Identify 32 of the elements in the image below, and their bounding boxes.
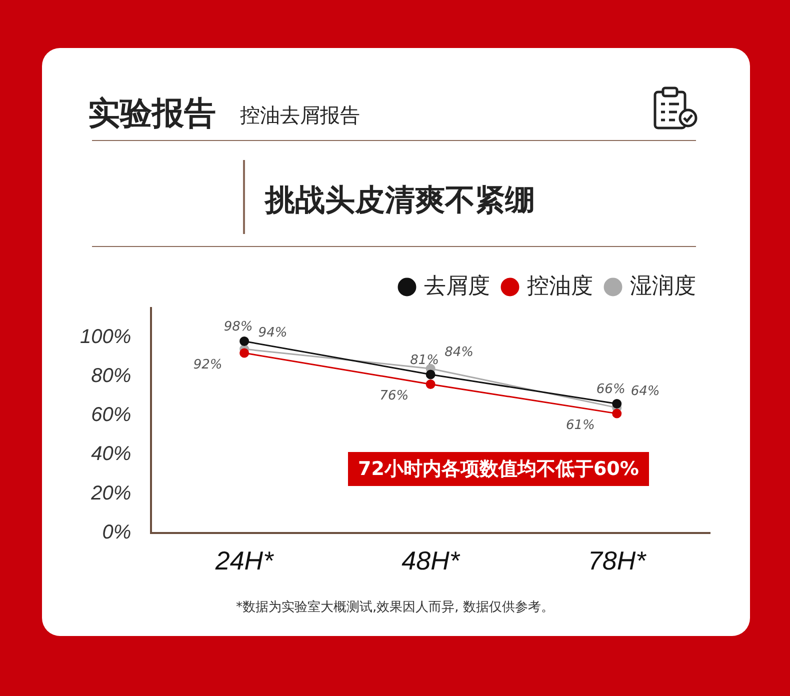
x-tick-label: 24H* (214, 546, 274, 576)
text: 挑战头皮清爽不紧绷 (265, 182, 535, 220)
text: *数据为实验室大概测试,效果因人而异, 数据仅供参考。 (235, 599, 555, 616)
legend-label: 去屑度 (424, 273, 490, 298)
data-label: 81% (410, 352, 440, 368)
point (612, 408, 622, 418)
point (426, 370, 436, 380)
point (240, 336, 250, 346)
data-label: 76% (380, 388, 409, 404)
data-label: 61% (566, 418, 595, 433)
data-label: 94% (258, 325, 288, 340)
y-tick-label: 100% (80, 326, 132, 348)
chart-subtitle: 控油去屑报告 (240, 102, 360, 129)
annotation: 72小时内各项数值均不低于60% (348, 452, 649, 486)
x-tick-label: 78H* (588, 546, 647, 576)
point (426, 379, 436, 389)
data-label: 66% (596, 382, 626, 398)
chart-title: 实验报告 (88, 93, 216, 134)
point (612, 399, 622, 409)
point (240, 348, 250, 358)
x-tick-label: 48H* (402, 546, 460, 576)
data-label: 84% (444, 344, 474, 360)
y-tick-label: 0% (102, 521, 132, 544)
legend-label: 湿润度 (630, 273, 696, 298)
y-tick-label: 20% (90, 482, 132, 504)
data-label: 64% (630, 384, 660, 400)
y-tick-label: 60% (91, 404, 132, 426)
y-tick-label: 80% (91, 364, 132, 387)
y-tick-label: 40% (91, 443, 132, 466)
data-label: 98% (224, 320, 253, 335)
legend-label: 控油度 (527, 273, 593, 298)
data-label: 92% (193, 357, 222, 372)
